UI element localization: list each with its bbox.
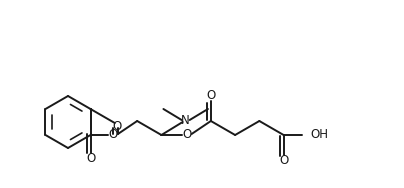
Text: O: O [279, 154, 288, 167]
Text: N: N [181, 114, 190, 127]
Text: O: O [112, 120, 121, 133]
Text: O: O [108, 129, 118, 142]
Text: O: O [182, 129, 191, 142]
Text: O: O [86, 152, 95, 164]
Text: OH: OH [310, 129, 328, 142]
Text: O: O [206, 89, 215, 102]
